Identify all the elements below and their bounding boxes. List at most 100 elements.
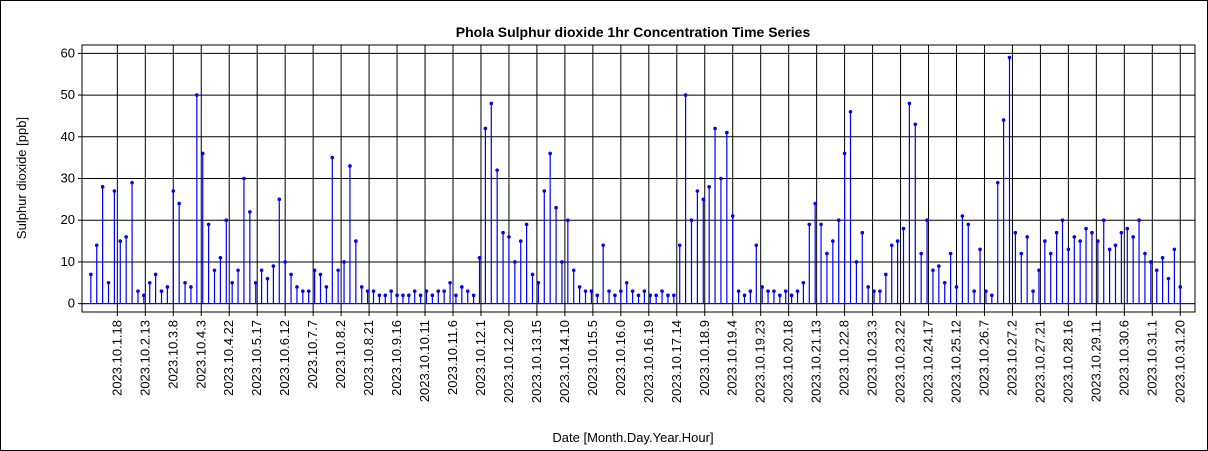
stem-dot	[995, 180, 1000, 185]
stem-dot	[1113, 243, 1118, 248]
stem-dot	[836, 218, 841, 223]
stem-dot	[536, 280, 541, 285]
stem-dot	[595, 293, 600, 298]
stem-dot	[1072, 235, 1077, 239]
stem-dot	[942, 280, 947, 285]
stem-dot	[548, 151, 552, 156]
x-tick-label: 2023.10.3.8	[165, 320, 180, 389]
stem-dot	[324, 285, 329, 289]
stem-dot	[571, 268, 576, 273]
stem-dot	[348, 164, 352, 168]
stem-dot	[389, 289, 393, 293]
stem-dot	[913, 122, 918, 127]
stem-dot	[513, 260, 517, 264]
stem-dot	[907, 101, 912, 106]
stem-dot	[236, 268, 240, 273]
stem-dot	[577, 285, 582, 289]
stem-dot	[212, 268, 217, 273]
stem-dot	[1143, 251, 1147, 256]
stem-dot	[418, 293, 423, 298]
stem-dot	[1013, 230, 1018, 235]
x-tick-label: 2023.10.29.11	[1088, 320, 1103, 402]
stem-dot	[789, 293, 794, 298]
stem-dot	[654, 293, 658, 298]
stem-dot	[884, 272, 888, 277]
stem-dot	[1054, 230, 1059, 235]
stem-dot	[395, 293, 399, 298]
stem-dot	[283, 260, 287, 264]
stem-dot	[901, 226, 906, 231]
stem-dot	[1001, 118, 1006, 122]
chart-title: Phola Sulphur dioxide 1hr Concentration …	[456, 24, 811, 40]
stem-dot	[1037, 268, 1041, 273]
stem-dot	[159, 289, 164, 293]
stem-dot	[1137, 218, 1141, 223]
stem-dot	[465, 289, 470, 293]
stem-dot	[1066, 247, 1071, 252]
stem-dot	[507, 235, 511, 239]
stem-dot	[1096, 239, 1100, 243]
x-tick-label: 2023.10.19.23	[753, 320, 768, 403]
stem-dot	[725, 130, 729, 135]
stem-dot	[424, 289, 429, 293]
stem-dot	[136, 289, 140, 293]
stem-dot	[230, 280, 234, 285]
stem-dot	[695, 189, 700, 193]
stem-dot	[271, 264, 276, 268]
stem-dot	[124, 235, 128, 239]
stem-dot	[772, 289, 776, 293]
stem-dot	[972, 289, 976, 293]
x-tick-label: 2023.10.16.0	[613, 320, 628, 396]
stem-dot	[807, 222, 812, 227]
stem-dot	[736, 289, 741, 293]
stem-dot	[165, 285, 170, 289]
stem-dot	[471, 293, 476, 298]
stem-dot	[477, 255, 482, 260]
y-tick-label: 60	[61, 45, 75, 60]
y-tick-label: 0	[68, 296, 75, 311]
stem-dot	[825, 251, 829, 256]
stem-dot	[401, 293, 405, 298]
x-tick-label: 2023.10.4.3	[193, 320, 208, 389]
stem-dot	[412, 289, 417, 293]
stem-dot	[813, 201, 817, 206]
stem-dot	[112, 189, 117, 193]
x-axis-label: Date [Month.Day.Year.Hour]	[552, 430, 713, 445]
stem-dot	[619, 289, 623, 293]
stem-dot	[1172, 247, 1177, 252]
stem-dot	[601, 243, 605, 248]
x-tick-label: 2023.10.31.20	[1172, 320, 1187, 403]
stem-dot	[177, 201, 181, 206]
stem-dot	[648, 293, 653, 298]
stem-dot	[242, 176, 246, 181]
stem-dot	[295, 285, 299, 289]
stem-dot	[183, 280, 187, 285]
stem-dot	[436, 289, 441, 293]
x-tick-label: 2023.10.12.20	[501, 320, 516, 403]
x-tick-label: 2023.10.24.17	[921, 320, 936, 403]
stem-dot	[760, 285, 764, 289]
stem-dot	[666, 293, 670, 298]
x-tick-label: 2023.10.25.12	[949, 320, 964, 403]
stem-dot	[954, 285, 959, 289]
stem-dot	[554, 205, 558, 210]
stem-dot	[689, 218, 694, 223]
stem-dot	[866, 285, 870, 289]
stem-dot	[872, 289, 876, 293]
stem-dot	[1031, 289, 1035, 293]
stem-dot	[613, 293, 617, 298]
stem-dot	[460, 285, 464, 289]
x-tick-label: 2023.10.2.13	[137, 320, 152, 396]
stem-dot	[742, 293, 747, 298]
y-axis-label: Sulphur dioxide [ppb]	[14, 117, 29, 239]
stem-dot	[359, 285, 364, 289]
stem-dot	[990, 293, 994, 298]
stem-dot	[925, 218, 929, 223]
stem-dot	[354, 239, 358, 243]
stem-dot	[583, 289, 588, 293]
stem-dot	[1119, 230, 1124, 235]
stem-dot	[365, 289, 370, 293]
stem-dot	[607, 289, 611, 293]
stem-dot	[377, 293, 382, 298]
